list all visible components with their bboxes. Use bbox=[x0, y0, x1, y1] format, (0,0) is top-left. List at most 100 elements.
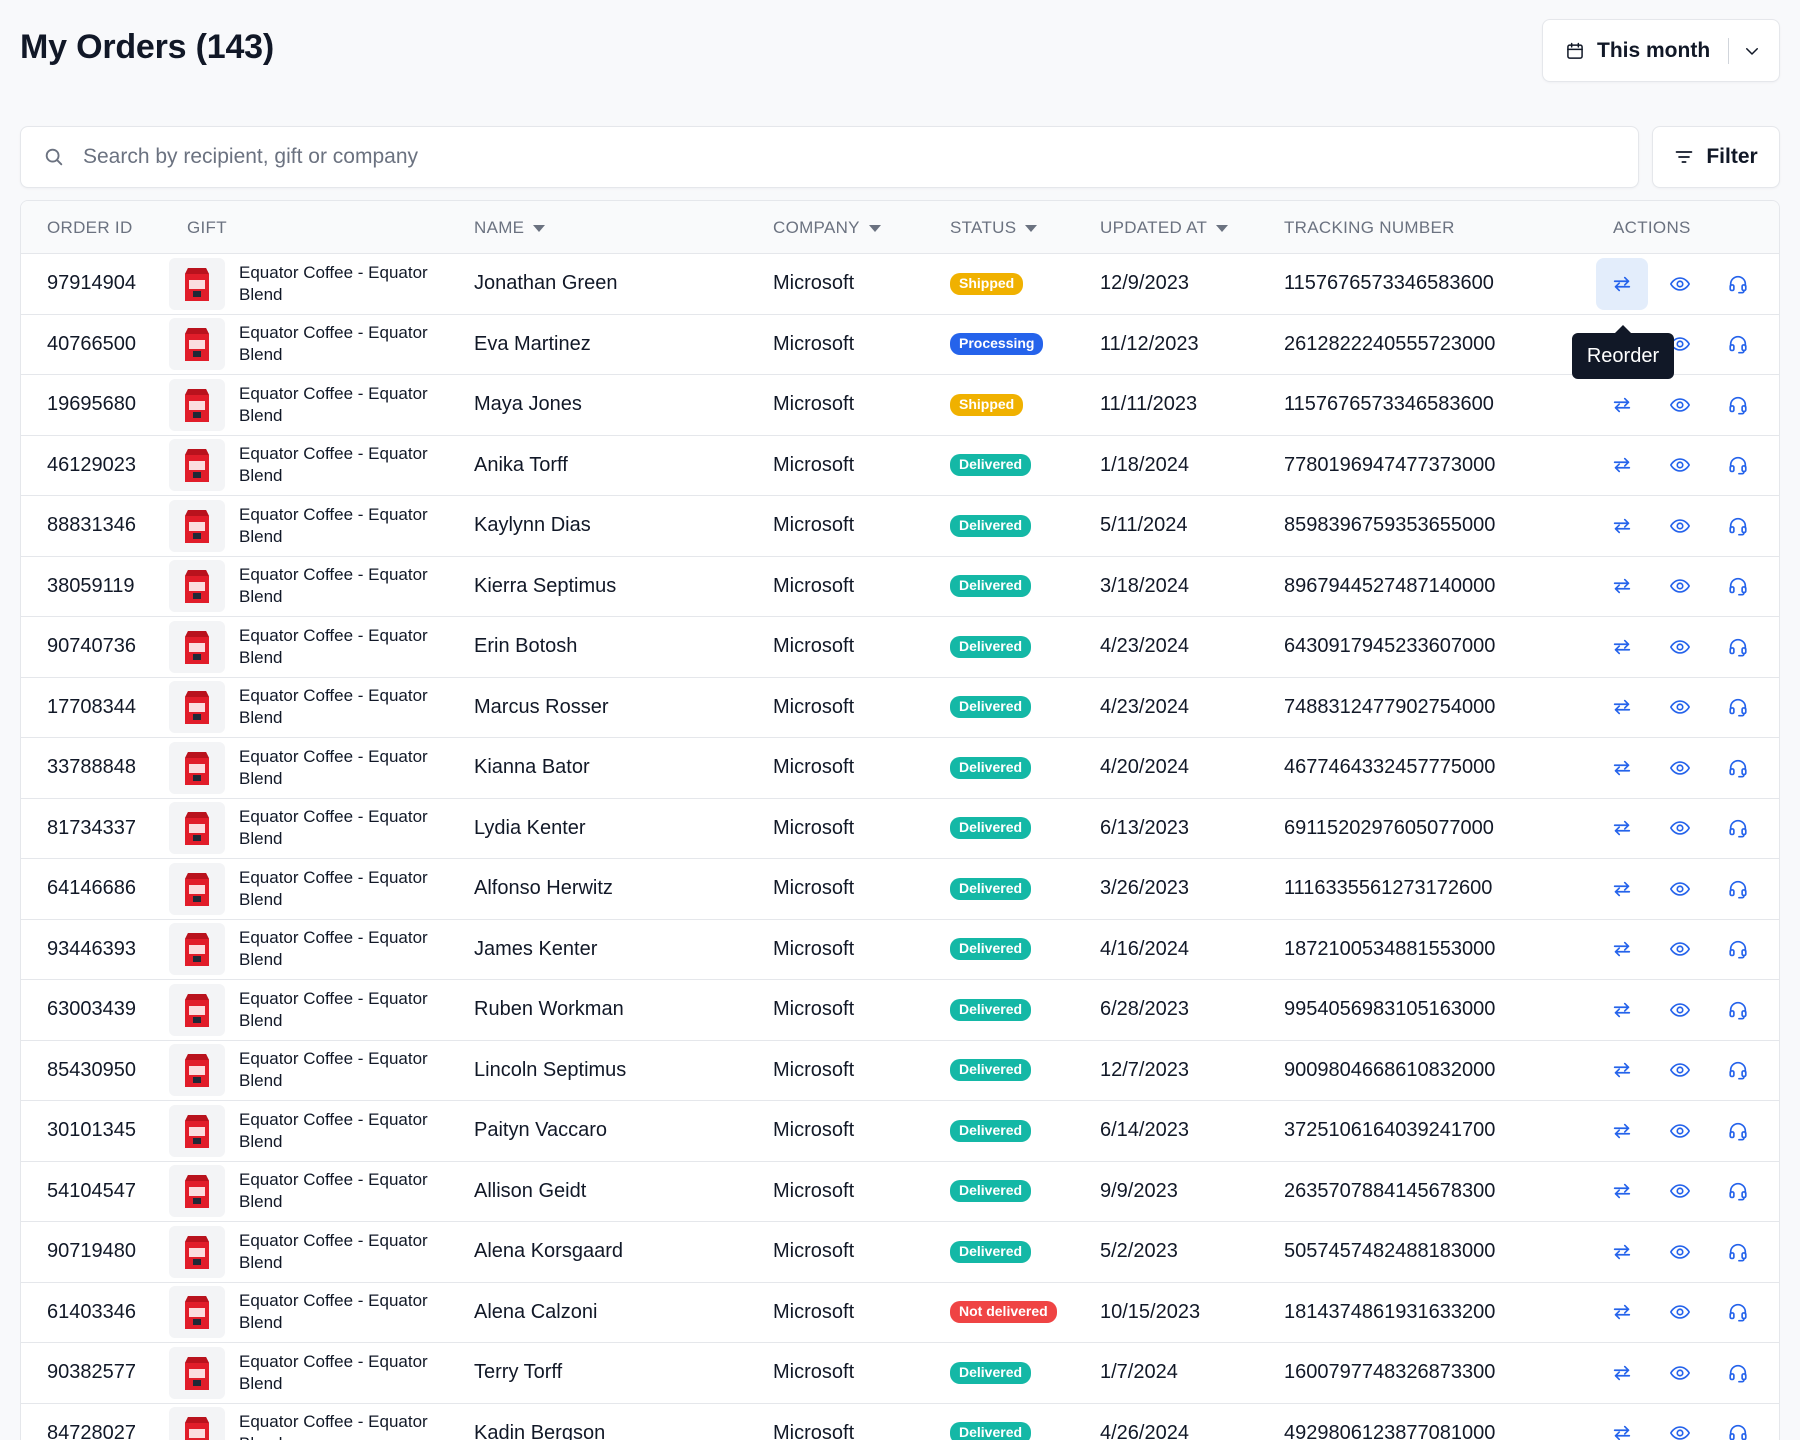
reorder-button[interactable] bbox=[1596, 984, 1648, 1036]
view-button[interactable] bbox=[1654, 863, 1706, 915]
reorder-button[interactable] bbox=[1596, 1165, 1648, 1217]
support-button[interactable] bbox=[1712, 500, 1764, 552]
view-button[interactable] bbox=[1654, 439, 1706, 491]
column-company[interactable]: COMPANY bbox=[773, 201, 881, 254]
status-badge: Delivered bbox=[950, 635, 1032, 658]
support-button[interactable] bbox=[1712, 439, 1764, 491]
reorder-button[interactable] bbox=[1596, 1226, 1648, 1278]
reorder-button[interactable] bbox=[1596, 257, 1648, 310]
table-row[interactable]: 64146686 Equator Coffee - Equator Blend … bbox=[21, 859, 1779, 920]
reorder-button[interactable] bbox=[1596, 1347, 1648, 1399]
support-button[interactable] bbox=[1712, 802, 1764, 854]
view-button[interactable] bbox=[1654, 984, 1706, 1036]
view-button[interactable] bbox=[1654, 560, 1706, 612]
recipient-name: Allison Geidt bbox=[474, 1179, 587, 1202]
support-button[interactable] bbox=[1712, 742, 1764, 794]
table-row[interactable]: 90719480 Equator Coffee - Equator Blend … bbox=[21, 1222, 1779, 1283]
table-row[interactable]: 40766500 Equator Coffee - Equator Blend … bbox=[21, 315, 1779, 375]
reorder-button[interactable] bbox=[1596, 1286, 1648, 1338]
table-row[interactable]: 30101345 Equator Coffee - Equator Blend … bbox=[21, 1101, 1779, 1162]
table-row[interactable]: 61403346 Equator Coffee - Equator Blend … bbox=[21, 1283, 1779, 1343]
view-button[interactable] bbox=[1654, 1165, 1706, 1217]
support-icon bbox=[1727, 575, 1749, 597]
view-button[interactable] bbox=[1654, 1286, 1706, 1338]
table-row[interactable]: 17708344 Equator Coffee - Equator Blend … bbox=[21, 678, 1779, 738]
filter-button[interactable]: Filter bbox=[1652, 126, 1780, 188]
view-button[interactable] bbox=[1654, 1044, 1706, 1096]
reorder-button[interactable] bbox=[1596, 681, 1648, 733]
support-button[interactable] bbox=[1712, 258, 1764, 310]
updated-at: 4/16/2024 bbox=[1100, 937, 1189, 960]
support-button[interactable] bbox=[1712, 681, 1764, 733]
reorder-button[interactable] bbox=[1596, 802, 1648, 854]
gift-cell: Equator Coffee - Equator Blend bbox=[169, 496, 449, 556]
table-row[interactable]: 88831346 Equator Coffee - Equator Blend … bbox=[21, 496, 1779, 557]
reorder-button[interactable] bbox=[1596, 1105, 1648, 1157]
view-button[interactable] bbox=[1654, 681, 1706, 733]
view-button[interactable] bbox=[1654, 802, 1706, 854]
view-button[interactable] bbox=[1654, 318, 1706, 370]
reorder-button[interactable] bbox=[1596, 379, 1648, 431]
recipient-name: Maya Jones bbox=[474, 393, 582, 416]
view-button[interactable] bbox=[1654, 379, 1706, 431]
reorder-button[interactable] bbox=[1596, 560, 1648, 612]
reorder-button[interactable] bbox=[1596, 1407, 1648, 1440]
support-button[interactable] bbox=[1712, 318, 1764, 370]
view-button[interactable] bbox=[1654, 500, 1706, 552]
table-row[interactable]: 19695680 Equator Coffee - Equator Blend … bbox=[21, 375, 1779, 436]
table-row[interactable]: 38059119 Equator Coffee - Equator Blend … bbox=[21, 557, 1779, 617]
table-row[interactable]: 97914904 Equator Coffee - Equator Blend … bbox=[21, 254, 1779, 315]
table-row[interactable]: 84728027 Equator Coffee - Equator Blend … bbox=[21, 1404, 1779, 1440]
view-icon bbox=[1669, 696, 1691, 718]
column-order-id: ORDER ID bbox=[47, 217, 133, 237]
reorder-button[interactable] bbox=[1596, 923, 1648, 975]
support-button[interactable] bbox=[1712, 379, 1764, 431]
view-button[interactable] bbox=[1654, 1105, 1706, 1157]
order-id: 54104547 bbox=[47, 1179, 136, 1202]
support-icon bbox=[1727, 817, 1749, 839]
table-row[interactable]: 93446393 Equator Coffee - Equator Blend … bbox=[21, 920, 1779, 980]
table-row[interactable]: 90382577 Equator Coffee - Equator Blend … bbox=[21, 1343, 1779, 1404]
view-button[interactable] bbox=[1654, 742, 1706, 794]
support-button[interactable] bbox=[1712, 1165, 1764, 1217]
table-row[interactable]: 85430950 Equator Coffee - Equator Blend … bbox=[21, 1041, 1779, 1101]
reorder-button[interactable] bbox=[1596, 742, 1648, 794]
reorder-icon bbox=[1611, 878, 1633, 900]
table-row[interactable]: 63003439 Equator Coffee - Equator Blend … bbox=[21, 980, 1779, 1041]
table-row[interactable]: 90740736 Equator Coffee - Equator Blend … bbox=[21, 617, 1779, 678]
column-updated-at[interactable]: UPDATED AT bbox=[1100, 201, 1229, 254]
view-button[interactable] bbox=[1654, 1347, 1706, 1399]
support-button[interactable] bbox=[1712, 1226, 1764, 1278]
support-button[interactable] bbox=[1712, 923, 1764, 975]
support-button[interactable] bbox=[1712, 1105, 1764, 1157]
table-row[interactable]: 46129023 Equator Coffee - Equator Blend … bbox=[21, 436, 1779, 496]
reorder-button[interactable] bbox=[1596, 439, 1648, 491]
date-range-select[interactable]: This month bbox=[1542, 19, 1780, 82]
reorder-button[interactable] bbox=[1596, 1044, 1648, 1096]
order-id: 93446393 bbox=[47, 937, 136, 960]
reorder-button[interactable] bbox=[1596, 621, 1648, 673]
support-button[interactable] bbox=[1712, 1286, 1764, 1338]
support-button[interactable] bbox=[1712, 621, 1764, 673]
reorder-button[interactable] bbox=[1596, 500, 1648, 552]
view-button[interactable] bbox=[1654, 1407, 1706, 1440]
table-row[interactable]: 54104547 Equator Coffee - Equator Blend … bbox=[21, 1162, 1779, 1222]
view-button[interactable] bbox=[1654, 923, 1706, 975]
support-button[interactable] bbox=[1712, 1407, 1764, 1440]
order-id: 88831346 bbox=[47, 514, 136, 537]
support-button[interactable] bbox=[1712, 1347, 1764, 1399]
support-button[interactable] bbox=[1712, 560, 1764, 612]
updated-at: 11/11/2023 bbox=[1100, 393, 1198, 416]
column-name[interactable]: NAME bbox=[474, 201, 546, 254]
support-button[interactable] bbox=[1712, 984, 1764, 1036]
support-button[interactable] bbox=[1712, 1044, 1764, 1096]
table-row[interactable]: 81734337 Equator Coffee - Equator Blend … bbox=[21, 799, 1779, 859]
search-input[interactable] bbox=[83, 145, 1616, 169]
view-button[interactable] bbox=[1654, 258, 1706, 310]
table-row[interactable]: 33788848 Equator Coffee - Equator Blend … bbox=[21, 738, 1779, 799]
view-button[interactable] bbox=[1654, 621, 1706, 673]
view-button[interactable] bbox=[1654, 1226, 1706, 1278]
reorder-button[interactable] bbox=[1596, 863, 1648, 915]
column-status[interactable]: STATUS bbox=[950, 201, 1038, 254]
support-button[interactable] bbox=[1712, 863, 1764, 915]
